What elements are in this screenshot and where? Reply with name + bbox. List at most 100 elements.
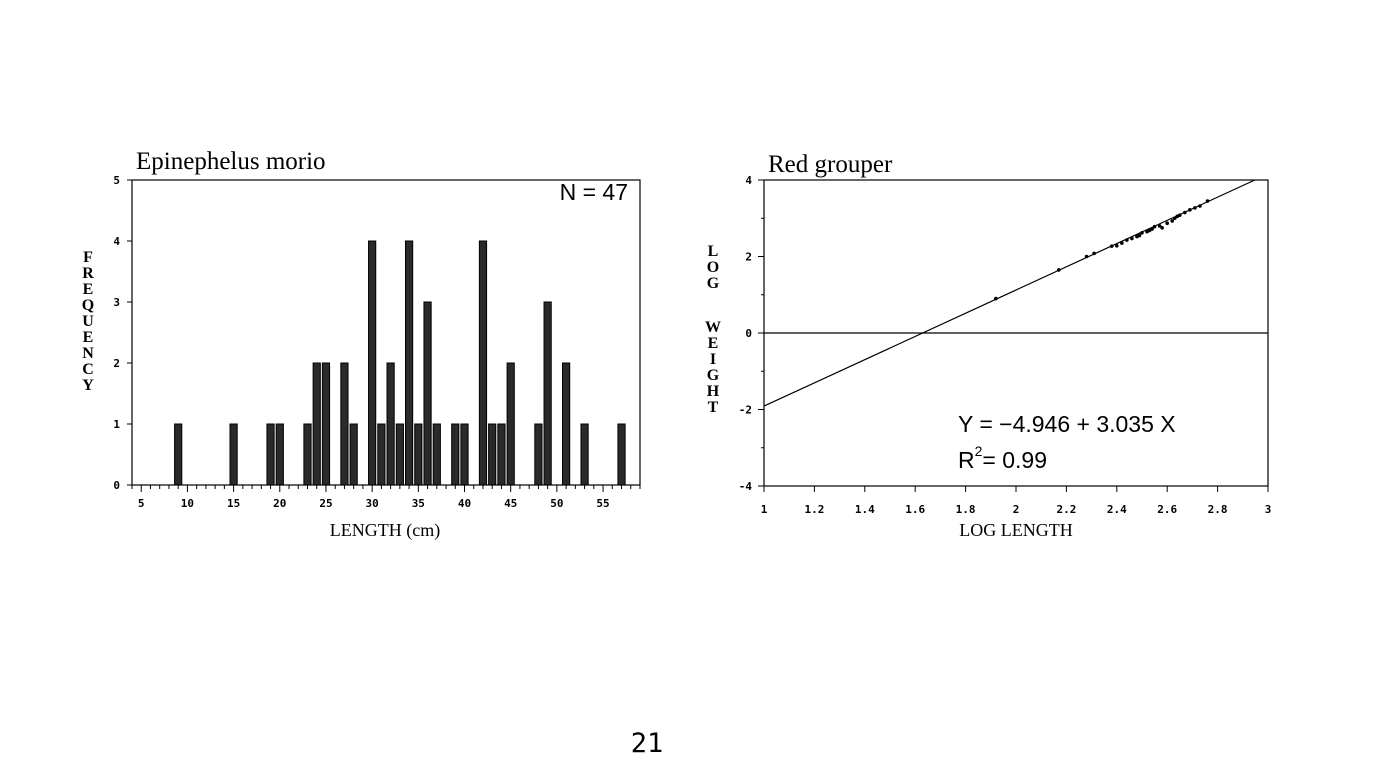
histogram-bar [174,423,183,486]
histogram-x-tick-label: 45 [504,497,517,510]
histogram-bar [303,423,312,486]
scatter-point [1157,224,1162,228]
histogram-bar [423,301,432,486]
histogram-x-tick-label: 50 [550,497,563,510]
histogram-bar [534,423,543,486]
scatter-point [1178,213,1182,217]
sample-size-label: N = 47 [560,179,628,205]
histogram-bar [321,362,331,486]
histogram-y-axis-label-letter: C [82,361,94,378]
scatter-point [1120,241,1124,245]
histogram-y-tick-label: 1 [113,418,120,431]
length-frequency-histogram: Epinephelus morio N = 47 LENGTH (cm) FRE… [82,148,641,541]
scatter-point [1170,219,1175,223]
histogram-bar [312,362,321,486]
histogram-x-axis-label: LENGTH (cm) [330,520,440,541]
histogram-bar [386,362,395,486]
histogram-bar [617,423,626,486]
scatter-y-axis-label-letter: O [707,259,719,276]
scatter-point [1150,227,1154,231]
histogram-frame [131,179,641,486]
histogram-y-tick-label: 4 [113,235,120,248]
histogram-bar [377,423,386,486]
histogram-bar [340,362,349,486]
histogram-bar [395,423,404,486]
histogram-y-axis-label-letter: F [83,249,93,266]
histogram-y-axis-label-letter: E [83,281,94,298]
scatter-y-tick-label: 2 [745,251,752,264]
histogram-y-tick-label: 5 [113,174,120,187]
scatter-x-tick-label: 1.2 [804,503,824,516]
histogram-bar [478,240,488,486]
page-number: 21 [630,728,664,759]
scatter-y-axis-label-letter: L [708,243,719,260]
scatter-point [1172,216,1177,221]
scatter-point [1165,221,1169,226]
scatter-y-tick-label: 4 [745,174,752,187]
histogram-bar [349,423,358,486]
scatter-point [1140,230,1144,235]
histogram-x-tick-label: 10 [181,497,194,510]
scatter-point [1057,268,1061,272]
scatter-point [1205,199,1210,203]
histogram-x-tick-label: 5 [138,497,145,510]
scatter-point [1115,243,1119,248]
scatter-y-axis-label-letter: G [707,367,720,384]
r-squared-value: = 0.99 [982,447,1047,473]
histogram-x-tick-label: 20 [273,497,286,510]
histogram-y-axis-label-letter: Y [82,377,94,394]
scatter-point [1109,244,1114,248]
scatter-point [994,296,998,301]
regression-line-segment [763,179,1256,407]
scatter-point [1198,204,1202,208]
scatter-x-tick-label: 1.6 [905,503,925,516]
histogram-bar [580,423,589,486]
scatter-x-tick-label: 2.2 [1056,503,1076,516]
histogram-x-tick-label: 30 [366,497,379,510]
scatter-x-tick-label: 2.4 [1107,503,1127,516]
scatter-point [1125,238,1129,242]
histogram-bar [266,423,275,486]
scatter-point [1160,226,1164,230]
histogram-bar [451,423,460,486]
histogram-x-tick-label: 40 [458,497,471,510]
histogram-bar [404,240,414,486]
histogram-bar [562,362,571,486]
scatter-x-tick-label: 3 [1265,503,1272,516]
histogram-y-tick-label: 2 [113,357,120,370]
histogram-bar [460,423,469,486]
scatter-x-tick-label: 1.4 [855,503,875,516]
histogram-bar [497,423,506,486]
scatter-y-axis-label-letter: W [705,319,721,336]
histogram-bars [174,240,626,486]
histogram-x-tick-label: 35 [412,497,425,510]
scatter-point [1152,224,1157,229]
scatter-point [1084,254,1089,259]
scatter-x-tick-label: 1.8 [956,503,976,516]
r-squared-superscript: 2 [975,443,983,459]
scatter-x-tick-label: 2.8 [1208,503,1228,516]
scatter-points [994,199,1210,301]
histogram-bar [432,423,441,486]
histogram-bar [229,423,238,486]
scatter-point [1137,233,1142,238]
scatter-x-axis-label: LOG LENGTH [959,520,1072,540]
scatter-y-axis-label-letter: H [707,383,720,400]
histogram-x-tick-label: 25 [319,497,332,510]
histogram-y-axis-label-letter: U [82,313,94,330]
scatter-y-tick-label: -4 [739,480,753,493]
histogram-x-tick-label: 15 [227,497,240,510]
r-squared-letter: R [958,447,975,473]
histogram-bar [275,423,284,486]
scatter-axes: 1 1.2 1.4 1.6 1.8 2 2.2 2.4 2.6 2.8 3 -4 -2 0 2 4 [739,174,1272,516]
scatter-point [1183,210,1187,215]
scatter-x-tick-label: 2.6 [1157,503,1177,516]
histogram-bar [506,362,515,486]
r-squared-label: R2= 0.99 [958,443,1047,473]
scatter-y-axis-label-letter: E [708,335,719,352]
regression-equation: Y = −4.946 + 3.035 X [958,411,1176,437]
